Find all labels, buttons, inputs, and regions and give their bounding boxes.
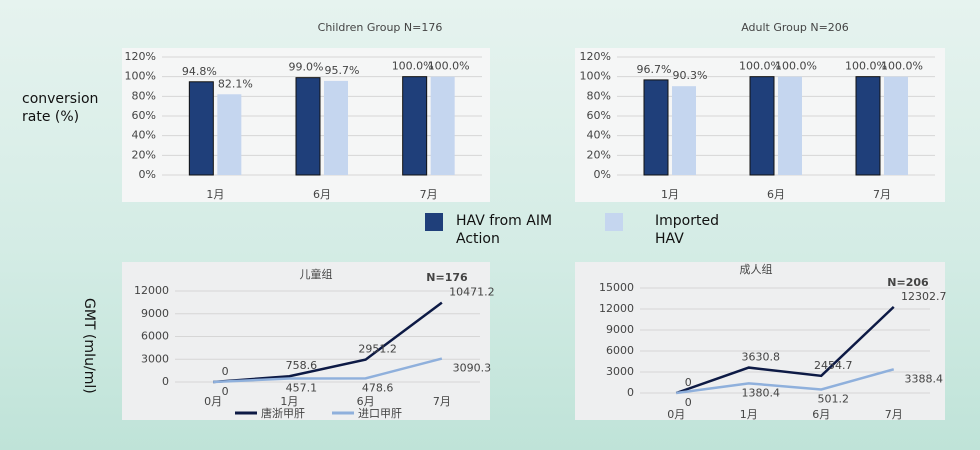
y-tick-label: 0% (594, 168, 611, 181)
data-label: 478.6 (362, 381, 394, 394)
y-tick-label: 20% (132, 148, 156, 161)
line (213, 357, 443, 384)
y-tick-label: 120% (580, 50, 611, 63)
data-label: 758.6 (286, 359, 318, 372)
data-label: 1380.4 (742, 386, 781, 399)
x-tick-label: 1月 (206, 188, 224, 201)
y-tick-label: 20% (587, 148, 611, 161)
chart-title: Adult Group N=206 (741, 21, 849, 34)
data-label: 0 (222, 365, 229, 378)
data-label: 100.0% (881, 60, 923, 73)
bar (884, 76, 908, 175)
x-tick-label: 7月 (433, 395, 451, 408)
data-label: 94.8% (182, 65, 217, 78)
x-tick-label: 6月 (767, 188, 785, 201)
data-label: 100.0% (739, 60, 781, 73)
y-tick-label: 15000 (599, 281, 634, 294)
x-tick-label: 0月 (667, 408, 685, 421)
chart-title: 成人组 (740, 262, 773, 276)
data-label: 12302.7 (901, 290, 947, 303)
data-label: 2454.7 (814, 359, 853, 372)
bar (778, 76, 802, 175)
data-label: 0 (222, 385, 229, 398)
data-label: 501.2 (818, 392, 850, 405)
y-tick-label: 60% (132, 109, 156, 122)
legend-label: 唐浙甲肝 (261, 406, 305, 420)
y-tick-label: 40% (132, 129, 156, 142)
legend-swatch (605, 213, 623, 231)
y-tick-label: 3000 (141, 352, 169, 365)
x-tick-label: 6月 (812, 408, 830, 421)
data-label: 90.3% (673, 69, 708, 82)
y-tick-label: 12000 (599, 302, 634, 315)
line (676, 368, 895, 395)
data-label: 100.0% (845, 60, 887, 73)
data-label: 2951.2 (358, 343, 397, 356)
bar (295, 77, 321, 176)
data-label: 100.0% (775, 60, 817, 73)
y-tick-label: 6000 (141, 330, 169, 343)
x-tick-label: 1月 (740, 408, 758, 421)
x-tick-label: 7月 (885, 408, 903, 421)
bar (430, 76, 455, 175)
legend-label: 进口甲肝 (358, 407, 402, 420)
y-tick-label: 0 (162, 375, 169, 388)
annotation: N=206 (887, 276, 929, 289)
y-tick-label: 120% (125, 50, 156, 63)
y-tick-label: 12000 (134, 284, 169, 297)
y-tick-label: 40% (587, 129, 611, 142)
line (675, 305, 895, 395)
x-tick-label: 7月 (420, 188, 438, 201)
data-label: 457.1 (286, 382, 318, 395)
bar (855, 76, 881, 176)
data-label: 95.7% (325, 64, 360, 77)
data-label: 99.0% (289, 61, 324, 74)
bar (217, 94, 242, 175)
data-label: 82.1% (218, 77, 253, 90)
y-tick-label: 0% (139, 168, 156, 181)
legend-swatch (425, 213, 443, 231)
legend-label: HAV from AIM Action (456, 213, 553, 247)
y-tick-label: 80% (132, 89, 156, 102)
bar (749, 76, 775, 176)
y-tick-label: 100% (580, 70, 611, 83)
data-label: 3388.4 (905, 372, 944, 385)
data-label: 10471.2 (449, 286, 495, 299)
annotation: N=176 (426, 271, 468, 284)
data-label: 100.0% (392, 60, 434, 73)
y-axis-label: conversion rate (%) (22, 91, 99, 125)
y-tick-label: 60% (587, 109, 611, 122)
bar (402, 76, 428, 176)
y-tick-label: 9000 (606, 323, 634, 336)
bar (672, 86, 696, 175)
data-label: 96.7% (637, 63, 672, 76)
x-tick-label: 0月 (204, 395, 222, 408)
x-tick-label: 7月 (873, 188, 891, 201)
bar (324, 80, 348, 175)
bar (643, 79, 669, 176)
x-tick-label: 6月 (357, 395, 375, 408)
data-label: 3630.8 (742, 351, 781, 364)
x-tick-label: 6月 (313, 188, 331, 201)
y-tick-label: 6000 (606, 344, 634, 357)
x-tick-label: 1月 (280, 395, 298, 408)
data-label: 100.0% (428, 60, 470, 73)
panel (122, 262, 490, 420)
data-label: 3090.3 (453, 362, 492, 375)
y-tick-label: 100% (125, 70, 156, 83)
y-tick-label: 80% (587, 89, 611, 102)
data-label: 0 (685, 396, 692, 409)
x-tick-label: 1月 (661, 188, 679, 201)
chart-title: 儿童组 (300, 267, 333, 281)
data-label: 0 (685, 376, 692, 389)
bar (188, 81, 214, 176)
chart-title: Children Group N=176 (318, 21, 443, 34)
y-tick-label: 0 (627, 386, 634, 399)
legend-label: Imported HAV (655, 213, 719, 247)
y-tick-label: 3000 (606, 365, 634, 378)
y-tick-label: 9000 (141, 307, 169, 320)
y-axis-label: GMT (mIu/ml) (81, 298, 97, 394)
